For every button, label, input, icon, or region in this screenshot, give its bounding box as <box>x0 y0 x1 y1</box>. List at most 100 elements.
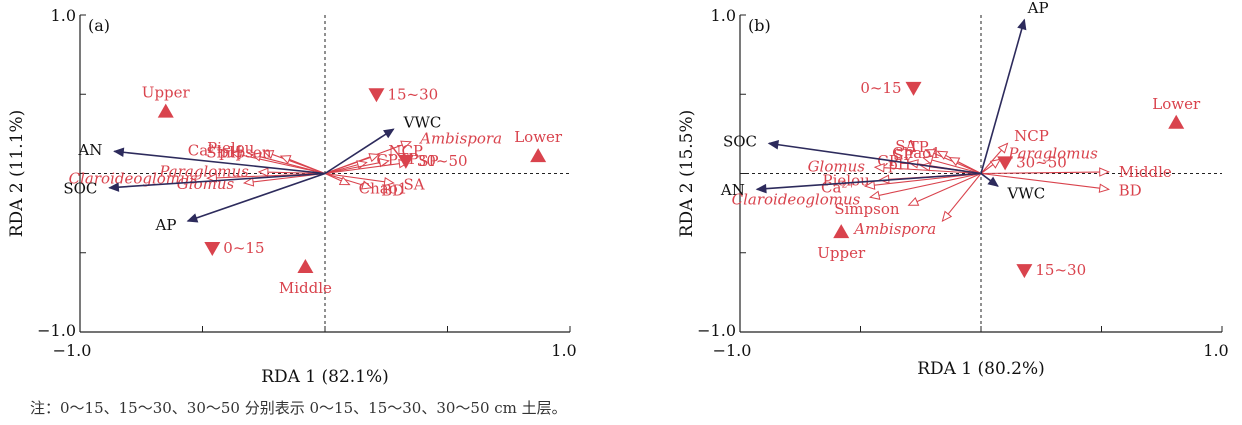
panel-a-env-label-soc: SOC <box>63 180 97 198</box>
panel-a-site-marker-upper <box>157 103 174 118</box>
panel-a-species-arrow-paraglomus <box>257 167 326 177</box>
panel-b-species-label-claroideoglomus: Claroideoglomus <box>732 190 861 208</box>
panel-a-site-marker-0-15 <box>204 241 221 256</box>
panel-a-x-tick-label-left: −1.0 <box>53 341 92 360</box>
panel-b-species-label-ambispora: Ambispora <box>852 220 936 238</box>
panel-a-y-tick-label-bottom: −1.0 <box>37 321 76 340</box>
panel-b-site-marker-upper <box>833 224 850 239</box>
panel-b-x-axis-title: RDA 1 (80.2%) <box>917 359 1045 379</box>
panel-b-species-label-tp: TP <box>909 138 929 156</box>
panel-a-site-marker-middle <box>297 259 314 274</box>
panel-a-species-label-simpson: Simpson <box>206 143 272 161</box>
panel-b-species-arrow-ambispora <box>941 173 982 223</box>
panel-a-species-arrow-simpson <box>279 155 326 175</box>
panel-b-env-label-vwc: VWC <box>1006 184 1045 202</box>
panel-a-species-label-ph: pH <box>219 143 242 161</box>
panel-b-site-label-upper: Upper <box>817 244 866 262</box>
panel-a-site-marker-15-30 <box>368 88 385 103</box>
panel-a-species-label-glomus: Glomus <box>177 175 235 193</box>
panel-b-species-arrow-claroideoglomus <box>868 172 982 200</box>
panel-a: 1.0 −1.0−1.0 1.0 (a) RDA 1 (82.1%) RDA 2 (11.… <box>7 6 577 387</box>
panel-b-env-label-soc: SOC <box>723 133 757 151</box>
panel-a-species-label-sp: SP <box>418 152 438 170</box>
panel-b-site-marker-30-50 <box>997 156 1014 171</box>
panel-b-species-arrow-sp <box>921 155 982 175</box>
panel-b-site-label-15-30: 15~30 <box>1035 261 1086 279</box>
panel-a-site-marker-lower <box>530 148 547 163</box>
panel-b-site-label-0-15: 0~15 <box>860 79 901 97</box>
panel-b-site-marker-lower <box>1168 114 1185 129</box>
panel-a-env-label-vwc: VWC <box>403 114 442 132</box>
panel-b-env-arrow-ap <box>980 18 1027 174</box>
panel-b-species-label-paraglomus: Paraglomus <box>1007 144 1098 162</box>
panel-b-species-label-ncp: NCP <box>1014 127 1049 145</box>
panel-a-env-label-an: AN <box>77 141 102 159</box>
panel-a-species-label-sa: SA <box>404 175 425 193</box>
panel-b-site-label-lower: Lower <box>1152 95 1201 113</box>
panel-b-y-tick-label-bottom: −1.0 <box>697 321 736 340</box>
panel-b-species-arrow-chao1 <box>948 157 982 174</box>
panel-b-species-arrow-glomus <box>873 162 982 175</box>
panel-a-site-label-15-30: 15~30 <box>387 85 438 103</box>
panel-a-species-arrow-ncp <box>324 153 381 175</box>
panel-b-site-label-30-50: 30~50 <box>1016 153 1067 171</box>
panel-b-species-arrow-bd <box>980 172 1110 193</box>
panel-a-env-label-ap: AP <box>155 216 177 234</box>
panel-a-x-axis-title: RDA 1 (82.1%) <box>261 367 389 387</box>
panel-a-species-label-chao1: Chao1 <box>359 180 408 198</box>
panel-b-species-arrow-paraglomus <box>980 158 1002 174</box>
panel-b-x-tick-label-right: 1.0 <box>1203 341 1228 360</box>
figure-note: 注：0～15、15～30、30～50 分别表示 0～15、15～30、30～50… <box>30 399 567 417</box>
panel-b-x-tick-label-left: −1.0 <box>713 341 752 360</box>
panel-a-species-arrow-ph <box>250 152 326 175</box>
panel-a-y-axis-title: RDA 2 (11.1%) <box>7 110 27 238</box>
panel-a-species-label-bd: BD <box>381 182 404 200</box>
panel-b-species-label-ph: pH <box>888 155 911 173</box>
panel-b-species-arrow-ncp <box>980 142 1009 174</box>
panel-b-species-label-middle: Middle <box>1119 163 1172 181</box>
panel-b-env-arrow-vwc <box>980 172 999 187</box>
panel-a-species-label-paraglomus: Paraglomus <box>158 163 249 181</box>
panel-a-y-tick-label-top: 1.0 <box>51 6 76 25</box>
panel-a-env-arrow-vwc <box>324 128 395 175</box>
panel-a-species-arrow-bd <box>324 172 373 190</box>
panel-a-site-label-30-50: 30~50 <box>417 152 468 170</box>
panel-a-species-label-ambispora: Ambispora <box>418 129 502 147</box>
panel-b-label: (b) <box>748 16 771 35</box>
panel-a-env-arrow-ap <box>186 172 326 223</box>
panel-a-x-tick-label-right: 1.0 <box>551 341 576 360</box>
panel-b-env-arrow-an <box>755 172 982 194</box>
panel-a-env-arrow-an <box>113 147 326 175</box>
panel-b-species-label-simpson: Simpson <box>834 200 900 218</box>
panel-a-label: (a) <box>88 16 110 35</box>
panel-b-site-marker-15-30 <box>1016 264 1033 279</box>
panel-a-species-label-claroideoglomus: Claroideoglomus <box>69 170 198 188</box>
panel-a-species-label-pielou: Pielou <box>207 139 255 157</box>
panel-a-species-arrow-tp <box>324 157 390 175</box>
panel-b-species-label-pielou: Pielou <box>823 171 871 189</box>
panel-b-y-axis-title: RDA 2 (15.5%) <box>677 110 697 238</box>
panel-b-species-label-sa: SA <box>895 137 916 155</box>
panel-a-site-label-upper: Upper <box>142 84 191 102</box>
panel-b: 1.0 −1.0−1.0 1.0 (b) RDA 1 (80.2%) RDA 2 (15.… <box>677 0 1229 379</box>
panel-b-env-arrow-soc <box>767 139 982 175</box>
panel-b-species-label-sp: SP <box>893 146 913 164</box>
panel-a-site-label-0-15: 0~15 <box>223 239 264 257</box>
panel-a-species-arrow-cp <box>324 160 368 175</box>
panel-a-site-label-lower: Lower <box>514 128 563 146</box>
panel-b-species-label-chao1: Chao1 <box>892 144 941 162</box>
panel-a-site-label-middle: Middle <box>279 279 332 297</box>
panel-b-y-tick-label-top: 1.0 <box>711 6 736 25</box>
panel-a-species-label-ca: Ca²⁺ <box>188 142 222 160</box>
panel-b-species-label-bd: BD <box>1119 182 1142 200</box>
panel-a-env-arrow-soc <box>108 172 326 192</box>
panel-b-species-arrow-simpson <box>907 172 982 206</box>
panel-a-species-arrow-sa <box>324 172 395 187</box>
panel-a-species-arrow-ca <box>230 150 326 175</box>
panel-b-species-label-glomus: Glomus <box>808 158 866 176</box>
panel-b-env-label-ap: AP <box>1027 0 1049 17</box>
panel-b-env-label-an: AN <box>720 181 745 199</box>
panel-b-site-marker-0-15 <box>905 81 922 96</box>
panel-a-site-marker-30-50 <box>397 154 414 169</box>
